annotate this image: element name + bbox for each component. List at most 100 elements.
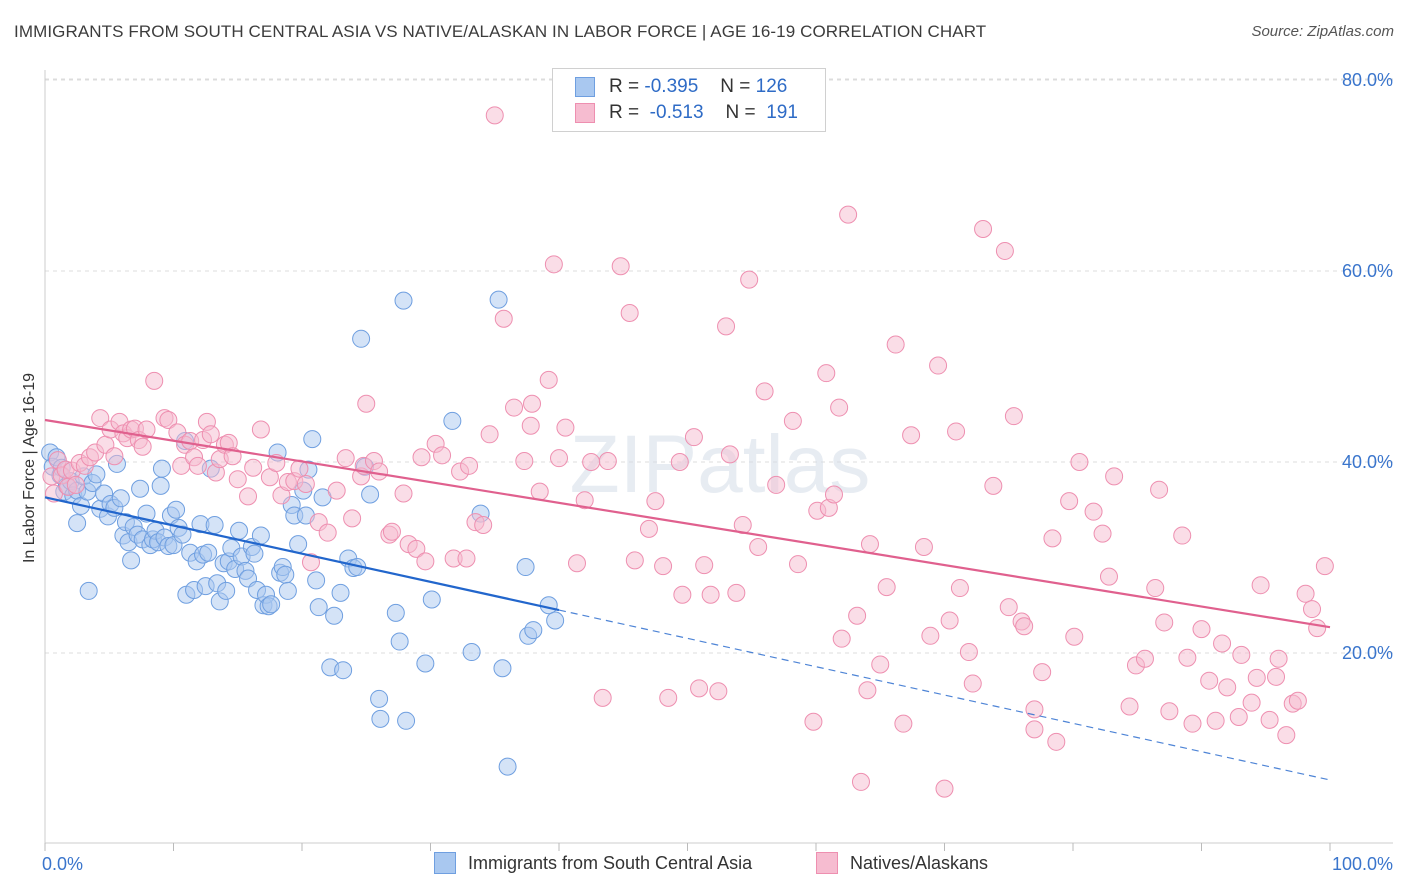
natives-point	[860, 535, 879, 554]
natives-point	[416, 552, 435, 571]
natives-point	[480, 425, 499, 444]
natives-point	[357, 394, 376, 413]
immigrants-point	[516, 558, 535, 577]
tick-labels: 20.0% 40.0% 60.0% 80.0% 0.0% 100.0%	[42, 70, 1393, 874]
immigrants-point	[325, 606, 344, 625]
natives-point	[720, 445, 739, 464]
trend-lines	[44, 418, 1331, 781]
natives-point	[639, 519, 658, 538]
immigrants-point	[390, 632, 409, 651]
natives-point	[684, 428, 703, 447]
immigrants-point	[278, 581, 297, 600]
natives-point	[832, 629, 851, 648]
natives-point	[974, 219, 993, 238]
natives-point	[343, 509, 362, 528]
natives-point	[318, 523, 337, 542]
immigrants-point	[199, 543, 218, 562]
natives-point	[1060, 492, 1079, 511]
legend-label-immigrants: Immigrants from South Central Asia	[468, 852, 753, 873]
natives-point	[1267, 667, 1286, 686]
natives-point	[494, 309, 513, 328]
natives-point	[950, 579, 969, 598]
natives-point	[412, 448, 431, 467]
natives-point	[598, 452, 617, 471]
natives-point	[1288, 691, 1307, 710]
natives-point	[1315, 557, 1334, 576]
natives-point	[474, 516, 493, 535]
natives-point	[296, 474, 315, 493]
natives-point	[620, 304, 639, 323]
natives-point	[105, 447, 124, 466]
natives-point	[433, 446, 452, 465]
chart-title: IMMIGRANTS FROM SOUTH CENTRAL ASIA VS NA…	[14, 22, 987, 41]
natives-point	[755, 382, 774, 401]
legend-row-immigrants: R = -0.395 N = 126	[575, 75, 787, 99]
legend-item-immigrants: Immigrants from South Central Asia	[434, 852, 752, 874]
natives-point	[1155, 613, 1174, 632]
natives-point	[1308, 619, 1327, 638]
natives-point	[394, 484, 413, 503]
natives-point	[1206, 711, 1225, 730]
immigrants-point	[489, 290, 508, 309]
natives-point	[1070, 453, 1089, 471]
immigrants-point	[309, 598, 328, 617]
natives-point	[1043, 529, 1062, 548]
natives-point	[370, 462, 389, 481]
y-tick-label-40: 40.0%	[1342, 452, 1393, 472]
legend-n-label: N =	[725, 102, 756, 123]
natives-point	[947, 422, 966, 441]
natives-point	[1229, 707, 1248, 726]
natives-point	[1150, 480, 1169, 499]
natives-point	[515, 452, 534, 471]
natives-point	[830, 398, 849, 417]
y-tick-label-60: 60.0%	[1342, 261, 1393, 281]
natives-point	[886, 335, 905, 354]
natives-point	[727, 583, 746, 602]
natives-point	[336, 449, 355, 468]
natives-point	[159, 410, 178, 429]
natives-point	[611, 257, 630, 276]
natives-point	[839, 205, 858, 224]
natives-point	[1120, 697, 1139, 716]
natives-point	[1296, 584, 1315, 603]
immigrants-point	[122, 551, 141, 570]
legend-n-value-2: 191	[766, 102, 798, 123]
legend-r-value-1: -0.395	[644, 76, 699, 97]
immigrants-point	[251, 526, 270, 545]
natives-point	[789, 555, 808, 574]
immigrants-point	[371, 709, 390, 728]
natives-point	[767, 475, 786, 494]
immigrants-point	[79, 581, 98, 600]
natives-point	[646, 492, 665, 511]
natives-point	[382, 522, 401, 541]
immigrants-point	[334, 661, 353, 680]
immigrants-point	[397, 711, 416, 730]
natives-point	[66, 475, 85, 494]
natives-point	[914, 537, 933, 556]
natives-point	[530, 482, 549, 501]
natives-point	[701, 585, 720, 604]
immigrants-point	[111, 489, 130, 508]
immigrants-point	[68, 514, 87, 533]
legend-swatch-pink	[575, 103, 595, 123]
natives-point	[1192, 620, 1211, 639]
legend-item-natives: Natives/Alaskans	[816, 852, 988, 874]
natives-point	[921, 626, 940, 645]
legend-label-natives: Natives/Alaskans	[850, 852, 989, 873]
x-tick-label-max: 100.0%	[1332, 854, 1393, 874]
natives-point	[539, 370, 558, 389]
immigrants-point	[276, 565, 295, 584]
trend-line-natives	[44, 418, 1331, 629]
immigrants-point	[331, 583, 350, 602]
immigrants-point	[131, 479, 150, 498]
immigrants-point	[151, 476, 170, 495]
natives-point	[995, 241, 1014, 260]
immigrants-point	[167, 500, 186, 519]
legend-swatch-blue	[575, 77, 595, 97]
natives-point	[1004, 407, 1023, 426]
immigrants-point	[493, 659, 512, 678]
natives-point	[201, 425, 220, 444]
natives-point	[1135, 649, 1154, 668]
natives-point	[239, 487, 258, 506]
natives-point	[457, 549, 476, 568]
